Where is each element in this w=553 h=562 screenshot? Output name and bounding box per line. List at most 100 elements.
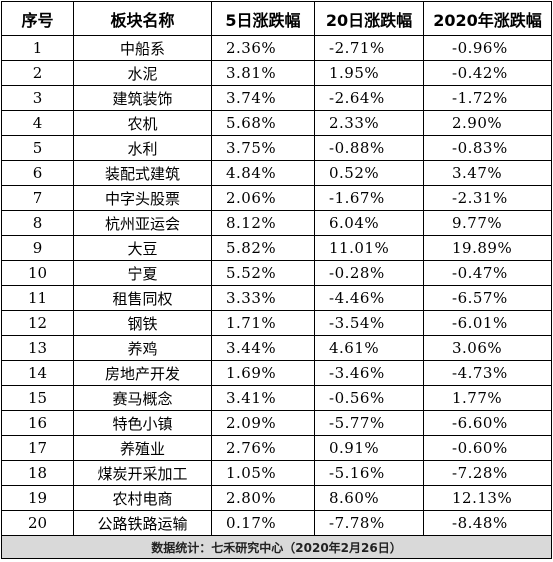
cell-2020-change: -2.31% [423, 185, 552, 211]
cell-sector-name: 装配式建筑 [73, 160, 212, 186]
table-row: 5 水利 3.75% -0.88% -0.83% [1, 135, 552, 161]
cell-index: 7 [1, 185, 74, 211]
table-row: 3 建筑装饰 3.74% -2.64% -1.72% [1, 85, 552, 111]
cell-index: 16 [1, 410, 74, 436]
cell-20day-change: -7.78% [314, 510, 424, 536]
table-row: 8 杭州亚运会 8.12% 6.04% 9.77% [1, 210, 552, 236]
table-row: 1 中船系 2.36% -2.71% -0.96% [1, 35, 552, 61]
cell-20day-change: 0.52% [314, 160, 424, 186]
cell-5day-change: 5.68% [211, 110, 315, 136]
cell-20day-change: 4.61% [314, 335, 424, 361]
cell-sector-name: 中船系 [73, 35, 212, 61]
cell-20day-change: -1.67% [314, 185, 424, 211]
cell-index: 1 [1, 35, 74, 61]
cell-20day-change: 6.04% [314, 210, 424, 236]
table-row: 6 装配式建筑 4.84% 0.52% 3.47% [1, 160, 552, 186]
cell-index: 3 [1, 85, 74, 111]
cell-5day-change: 2.76% [211, 435, 315, 461]
cell-2020-change: 1.77% [423, 385, 552, 411]
cell-2020-change: -7.28% [423, 460, 552, 486]
cell-index: 17 [1, 435, 74, 461]
cell-5day-change: 5.82% [211, 235, 315, 261]
cell-5day-change: 1.69% [211, 360, 315, 386]
cell-20day-change: -5.77% [314, 410, 424, 436]
cell-5day-change: 2.80% [211, 485, 315, 511]
cell-20day-change: 11.01% [314, 235, 424, 261]
cell-2020-change: -0.60% [423, 435, 552, 461]
cell-5day-change: 3.75% [211, 135, 315, 161]
data-source-note: 数据统计：七禾研究中心（2020年2月26日） [1, 535, 552, 559]
cell-index: 12 [1, 310, 74, 336]
cell-2020-change: -6.60% [423, 410, 552, 436]
cell-sector-name: 养鸡 [73, 335, 212, 361]
cell-5day-change: 1.05% [211, 460, 315, 486]
cell-20day-change: 1.95% [314, 60, 424, 86]
cell-20day-change: 8.60% [314, 485, 424, 511]
cell-2020-change: 19.89% [423, 235, 552, 261]
cell-20day-change: -4.46% [314, 285, 424, 311]
cell-index: 10 [1, 260, 74, 286]
table-row: 11 租售同权 3.33% -4.46% -6.57% [1, 285, 552, 311]
cell-sector-name: 租售同权 [73, 285, 212, 311]
cell-20day-change: -0.88% [314, 135, 424, 161]
cell-sector-name: 赛马概念 [73, 385, 212, 411]
cell-20day-change: 0.91% [314, 435, 424, 461]
cell-5day-change: 8.12% [211, 210, 315, 236]
cell-index: 9 [1, 235, 74, 261]
cell-5day-change: 0.17% [211, 510, 315, 536]
cell-index: 14 [1, 360, 74, 386]
cell-2020-change: -4.73% [423, 360, 552, 386]
table-row: 2 水泥 3.81% 1.95% -0.42% [1, 60, 552, 86]
cell-2020-change: 2.90% [423, 110, 552, 136]
cell-index: 2 [1, 60, 74, 86]
cell-sector-name: 公路铁路运输 [73, 510, 212, 536]
cell-2020-change: -0.47% [423, 260, 552, 286]
cell-index: 18 [1, 460, 74, 486]
table-footer-row: 数据统计：七禾研究中心（2020年2月26日） [1, 535, 552, 559]
cell-5day-change: 1.71% [211, 310, 315, 336]
cell-2020-change: -0.42% [423, 60, 552, 86]
cell-index: 19 [1, 485, 74, 511]
header-2020-change: 2020年涨跌幅 [423, 1, 552, 36]
cell-20day-change: -3.46% [314, 360, 424, 386]
cell-sector-name: 宁夏 [73, 260, 212, 286]
cell-2020-change: -6.01% [423, 310, 552, 336]
table-header-row: 序号 板块名称 5日涨跌幅 20日涨跌幅 2020年涨跌幅 [1, 1, 552, 36]
cell-5day-change: 2.06% [211, 185, 315, 211]
table-row: 18 煤炭开采加工 1.05% -5.16% -7.28% [1, 460, 552, 486]
header-index: 序号 [1, 1, 74, 36]
header-5day-change: 5日涨跌幅 [211, 1, 315, 36]
cell-sector-name: 中字头股票 [73, 185, 212, 211]
cell-2020-change: -0.83% [423, 135, 552, 161]
cell-sector-name: 钢铁 [73, 310, 212, 336]
cell-5day-change: 3.74% [211, 85, 315, 111]
table-row: 19 农村电商 2.80% 8.60% 12.13% [1, 485, 552, 511]
cell-2020-change: -6.57% [423, 285, 552, 311]
cell-5day-change: 3.81% [211, 60, 315, 86]
cell-20day-change: -3.54% [314, 310, 424, 336]
cell-index: 15 [1, 385, 74, 411]
cell-sector-name: 杭州亚运会 [73, 210, 212, 236]
cell-sector-name: 农村电商 [73, 485, 212, 511]
table-row: 14 房地产开发 1.69% -3.46% -4.73% [1, 360, 552, 386]
cell-20day-change: 2.33% [314, 110, 424, 136]
cell-2020-change: -1.72% [423, 85, 552, 111]
cell-2020-change: -8.48% [423, 510, 552, 536]
header-20day-change: 20日涨跌幅 [314, 1, 424, 36]
cell-index: 6 [1, 160, 74, 186]
cell-index: 4 [1, 110, 74, 136]
header-sector-name: 板块名称 [73, 1, 212, 36]
cell-5day-change: 2.36% [211, 35, 315, 61]
cell-index: 8 [1, 210, 74, 236]
table-row: 4 农机 5.68% 2.33% 2.90% [1, 110, 552, 136]
cell-20day-change: -0.28% [314, 260, 424, 286]
cell-20day-change: -2.64% [314, 85, 424, 111]
cell-2020-change: 3.47% [423, 160, 552, 186]
cell-2020-change: 9.77% [423, 210, 552, 236]
table-row: 10 宁夏 5.52% -0.28% -0.47% [1, 260, 552, 286]
table-row: 12 钢铁 1.71% -3.54% -6.01% [1, 310, 552, 336]
cell-sector-name: 房地产开发 [73, 360, 212, 386]
cell-5day-change: 2.09% [211, 410, 315, 436]
cell-2020-change: 12.13% [423, 485, 552, 511]
